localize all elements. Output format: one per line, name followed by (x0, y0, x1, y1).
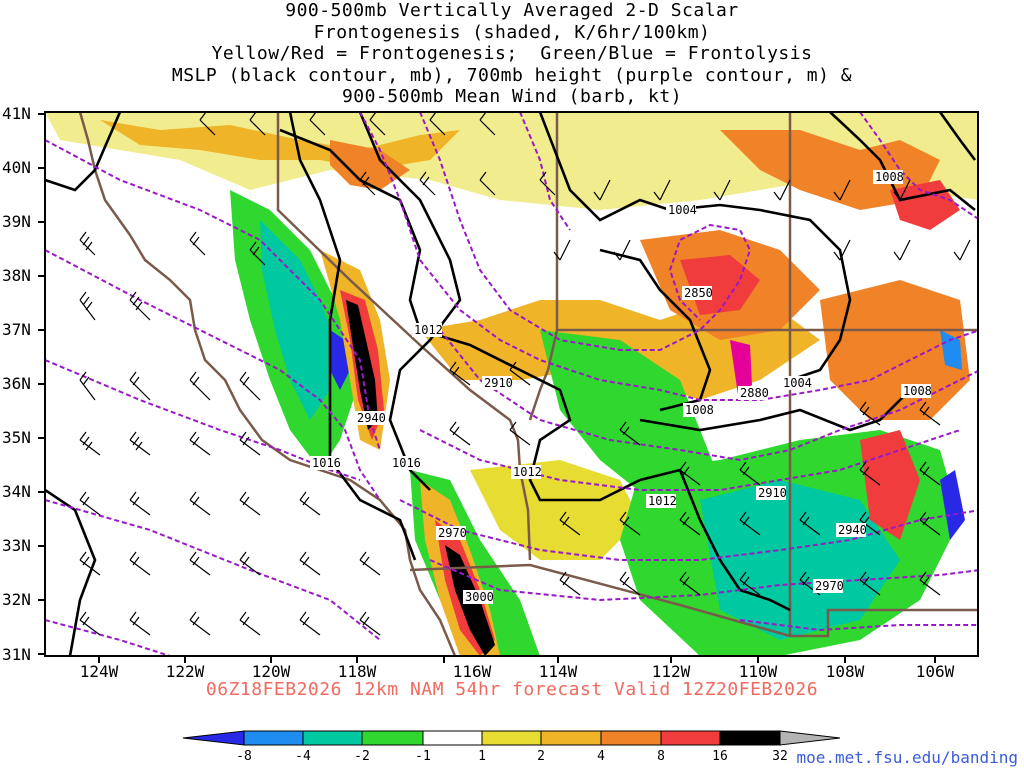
mslp-label: 1012 (648, 494, 677, 508)
colorbar-swatch (243, 730, 304, 746)
shade-orange-southwest (470, 460, 640, 560)
lat-label: 31N (2, 645, 31, 664)
lat-label: 38N (2, 266, 31, 285)
lat-label: 34N (2, 482, 31, 501)
shade-blue-east2 (940, 330, 962, 370)
lat-label: 36N (2, 374, 31, 393)
source-credit-link[interactable]: moe.met.fsu.edu/banding (796, 748, 1018, 767)
map-title: 900-500mb Vertically Averaged 2-D Scalar… (0, 0, 1024, 108)
height-contours (45, 112, 978, 656)
height-label: 2850 (684, 286, 713, 300)
colorbar: -8 -4 -2 -1 1 2 4 8 16 32 (182, 730, 841, 764)
lon-label: 112W (652, 662, 691, 681)
colorbar-swatch (361, 730, 424, 746)
mslp-label: 1008 (903, 384, 932, 398)
lat-label: 32N (2, 590, 31, 609)
shade-orange-east (820, 280, 970, 420)
shade-magenta-arizona (730, 340, 752, 395)
longitude-axis: 124W 122W 120W 118W 116W 114W 112W 110W … (80, 656, 955, 681)
lon-label: 116W (453, 662, 492, 681)
title-line-3: Yellow/Red = Frontogenesis; Green/Blue =… (211, 43, 813, 64)
height-label: 3000 (465, 590, 494, 604)
title-line-2: Frontogenesis (shaded, K/6hr/100km) (313, 21, 711, 43)
colorbar-swatch (540, 730, 602, 746)
forecast-valid-time: 06Z18FEB2026 12km NAM 54hr forecast Vali… (205, 679, 819, 700)
mslp-label: 1008 (685, 403, 714, 417)
colorbar-label: -2 (354, 749, 370, 764)
lon-label: 114W (539, 662, 578, 681)
height-label: 2910 (758, 486, 787, 500)
pacific-coastline (78, 112, 457, 656)
lat-label: 33N (2, 536, 31, 555)
shade-blue-east (940, 470, 965, 540)
latitude-axis: 41N 40N 39N 38N 37N 36N 35N 34N 33N 32N … (2, 104, 45, 664)
colorbar-label: -4 (295, 749, 311, 764)
colorbar-label: 16 (712, 749, 728, 764)
colorbar-swatch (779, 730, 841, 746)
height-label: 2970 (815, 579, 844, 593)
colorbar-label: 8 (657, 749, 665, 764)
colorbar-label: -8 (236, 749, 252, 764)
wind-barbs (79, 112, 971, 636)
colorbar-label: 2 (537, 749, 545, 764)
mslp-label: 1004 (668, 203, 697, 217)
mslp-contour-labels: 1004 1008 1012 1016 1016 1012 1012 1008 … (310, 170, 932, 508)
colorbar-swatch (719, 730, 781, 746)
lon-label: 122W (166, 662, 205, 681)
lon-label: 124W (80, 662, 119, 681)
height-label: 2940 (838, 523, 867, 537)
height-contour-labels: 2850 2880 2910 2910 2940 2940 2970 2970 … (355, 286, 867, 604)
lon-label: 110W (739, 662, 778, 681)
colorbar-swatch (481, 730, 542, 746)
mslp-label: 1016 (392, 456, 421, 470)
title-line-1: 900-500mb Vertically Averaged 2-D Scalar (285, 0, 739, 21)
shade-teal-newmexico (700, 480, 900, 640)
colorbar-swatch (422, 730, 483, 746)
shade-black-sierra (346, 300, 378, 430)
international-border (409, 563, 978, 638)
shade-red-northeast (720, 130, 940, 210)
height-label: 2940 (357, 411, 386, 425)
mslp-label: 1004 (783, 376, 812, 390)
colorbar-label: -1 (415, 749, 431, 764)
colorbar-swatch (660, 730, 721, 746)
lon-label: 106W (916, 662, 955, 681)
lon-label: 120W (252, 662, 291, 681)
lat-label: 39N (2, 212, 31, 231)
state-border-nv-az (528, 112, 559, 421)
colorbar-swatch (182, 730, 245, 746)
mslp-label: 1012 (513, 465, 542, 479)
title-line-5: 900-500mb Mean Wind (barb, kt) (341, 86, 683, 107)
lat-label: 40N (2, 158, 31, 177)
state-border-ca-nv (276, 112, 532, 561)
colorbar-label: 32 (772, 749, 788, 764)
shade-teal-sierra (260, 220, 335, 420)
height-label: 2970 (438, 526, 467, 540)
mslp-label: 1012 (414, 323, 443, 337)
lat-label: 35N (2, 428, 31, 447)
mslp-label: 1008 (875, 170, 904, 184)
mslp-label: 1016 (312, 456, 341, 470)
lon-label: 118W (338, 662, 377, 681)
lat-label: 37N (2, 320, 31, 339)
colorbar-label: 1 (478, 749, 486, 764)
geographic-borders (78, 112, 978, 656)
lat-label: 41N (2, 104, 31, 123)
height-label: 2910 (484, 376, 513, 390)
height-label: 2880 (740, 386, 769, 400)
title-line-4: MSLP (black contour, mb), 700mb height (… (171, 64, 853, 86)
colorbar-swatch (600, 730, 662, 746)
colorbar-swatch (302, 730, 363, 746)
colorbar-label: 4 (597, 749, 605, 764)
lon-label: 108W (826, 662, 865, 681)
